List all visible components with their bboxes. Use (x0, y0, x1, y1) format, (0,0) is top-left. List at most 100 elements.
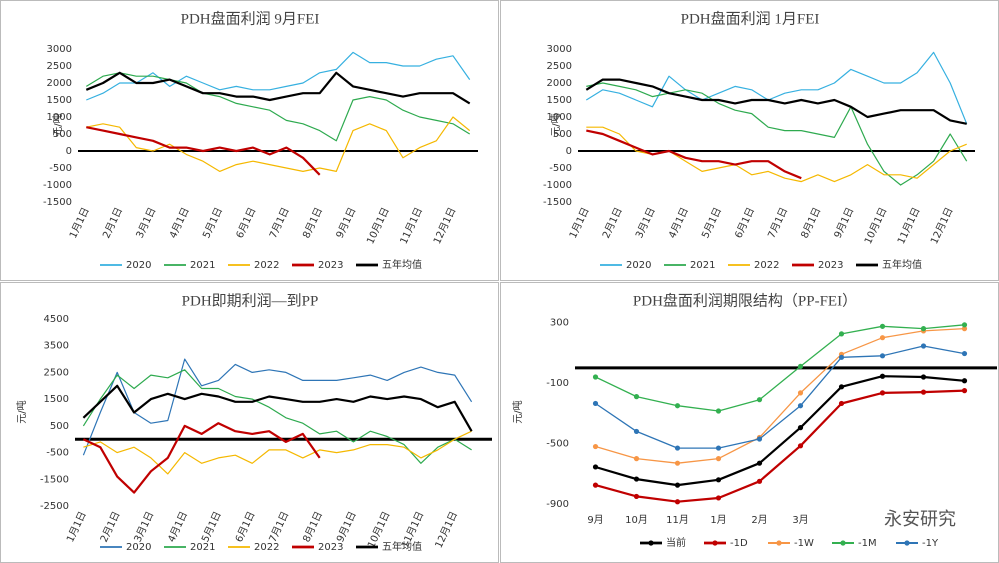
marker (920, 389, 927, 395)
series-line (586, 129, 802, 180)
marker (633, 428, 640, 435)
series-line (82, 384, 473, 432)
panel-frame (0, 0, 499, 281)
marker (961, 350, 968, 357)
x-tick-label: 3月1日 (134, 205, 159, 240)
x-tick-label: 10月1日 (862, 205, 889, 246)
y-tick-label: 1000 (47, 112, 72, 123)
y-tick-label: -500 (546, 439, 569, 450)
y-tick-label: 4500 (44, 314, 69, 325)
chart-title: PDH盘面利润 9月FEI (181, 9, 320, 27)
marker (756, 478, 763, 484)
series-line (86, 51, 471, 101)
x-tick-label: 3月1日 (633, 205, 658, 240)
marker (633, 394, 640, 400)
marker (715, 456, 722, 462)
series-line (595, 324, 965, 412)
marker (920, 326, 927, 332)
y-tick-label: -500 (46, 448, 69, 459)
series-line (83, 430, 472, 475)
marker (715, 445, 722, 451)
y-tick-label: 1500 (547, 95, 572, 106)
legend-label: 2023 (318, 260, 343, 271)
legend-label: 五年均值 (382, 540, 422, 553)
y-tick-label: 500 (553, 129, 572, 140)
legend-label: -1Y (922, 538, 939, 549)
marker (674, 499, 681, 505)
legend-label: 2022 (254, 260, 279, 271)
series-line (82, 369, 472, 464)
series-line (595, 327, 965, 464)
legend-marker (776, 540, 782, 546)
legend-label: -1D (730, 538, 748, 549)
x-tick-label: 3月 (792, 514, 808, 526)
marker (879, 323, 886, 329)
legend-label: 五年均值 (882, 258, 922, 271)
y-tick-label: -1500 (43, 197, 72, 208)
series-line (586, 126, 967, 183)
marker (633, 456, 640, 462)
marker (920, 343, 927, 349)
marker (674, 460, 681, 466)
legend-label: 当前 (666, 536, 686, 549)
x-tick-label: 12月1日 (928, 205, 955, 246)
marker (961, 322, 968, 328)
x-tick-label: 6月1日 (233, 509, 258, 544)
watermark: 永安研究 (884, 509, 956, 530)
x-tick-label: 11月 (666, 514, 689, 526)
x-tick-label: 10月1日 (364, 205, 391, 246)
series-line (82, 422, 321, 494)
marker (756, 460, 763, 466)
marker (961, 388, 968, 394)
legend-label: 2021 (190, 260, 215, 271)
x-tick-label: 1月1日 (567, 205, 592, 240)
x-tick-label: 5月1日 (699, 205, 724, 240)
x-tick-label: 5月1日 (199, 509, 224, 544)
marker (674, 482, 681, 488)
x-tick-label: 8月1日 (300, 205, 325, 240)
y-tick-label: -1500 (543, 197, 572, 208)
y-tick-label: 2500 (47, 61, 72, 72)
y-tick-label: 3000 (47, 44, 72, 55)
y-tick-label: -900 (546, 499, 569, 510)
x-tick-label: 3月1日 (132, 509, 157, 544)
x-tick-label: 2月1日 (98, 509, 123, 544)
x-tick-label: 7月1日 (765, 205, 790, 240)
y-tick-label: 2500 (547, 61, 572, 72)
y-axis-label: 元/吨 (549, 113, 562, 136)
marker (879, 335, 886, 341)
marker (920, 374, 927, 380)
marker (592, 374, 599, 380)
series-line (585, 51, 968, 125)
legend-label: 2020 (126, 260, 151, 271)
marker (838, 384, 845, 390)
y-tick-label: -1500 (40, 474, 69, 485)
series-line (586, 82, 968, 186)
y-tick-label: 2500 (44, 367, 69, 378)
legend-label: 2023 (318, 542, 343, 553)
x-tick-label: 4月1日 (165, 509, 190, 544)
x-tick-label: 1月1日 (67, 205, 92, 240)
marker (674, 445, 681, 451)
y-tick-label: 3500 (44, 341, 69, 352)
y-tick-label: 500 (53, 129, 72, 140)
x-tick-label: 11月1日 (895, 205, 922, 246)
x-tick-label: 2月1日 (100, 205, 125, 240)
series-line (585, 78, 967, 125)
y-tick-label: 300 (550, 318, 569, 329)
chart-title: PDH盘面利润期限结构（PP-FEI） (633, 291, 857, 309)
y-tick-label: 0 (66, 146, 72, 157)
marker (756, 436, 763, 442)
y-tick-label: 500 (50, 421, 69, 432)
marker (879, 390, 886, 396)
marker (838, 354, 845, 360)
legend-label: 2020 (126, 542, 151, 553)
chart-title: PDH盘面利润 1月FEI (681, 9, 820, 27)
x-tick-label: 8月1日 (799, 205, 824, 240)
y-tick-label: -1000 (543, 180, 572, 191)
series-line (85, 71, 471, 105)
legend-label: 2022 (754, 260, 779, 271)
x-tick-label: 4月1日 (666, 205, 691, 240)
marker (961, 326, 968, 332)
marker (838, 400, 845, 407)
